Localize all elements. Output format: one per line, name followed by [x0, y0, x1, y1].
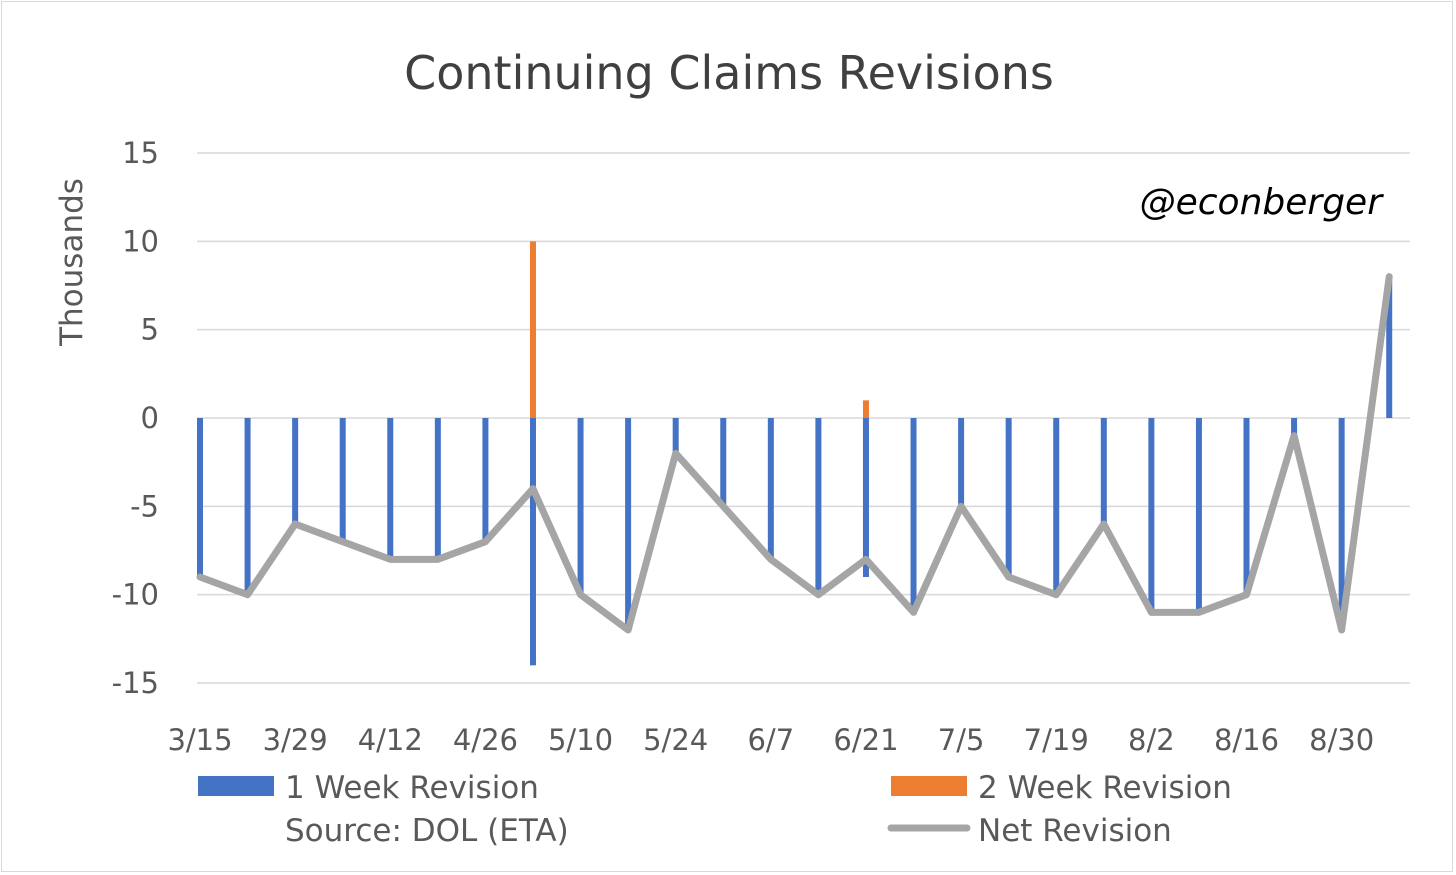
x-tick-label: 7/19: [1024, 723, 1089, 757]
series-1-week-revision: [197, 276, 1393, 666]
bar-1-week-revision: [339, 418, 346, 542]
x-tick-label: 4/12: [358, 723, 423, 757]
net-revision-point: [1008, 576, 1010, 578]
net-revision-point: [770, 558, 772, 560]
legend-swatch-2-week-revision: [891, 776, 967, 796]
net-revision-point: [817, 594, 819, 596]
y-tick-label: -15: [112, 666, 159, 700]
bar-1-week-revision: [387, 418, 394, 560]
bar-2-week-revision: [529, 241, 536, 418]
bar-1-week-revision: [767, 418, 774, 560]
bar-1-week-revision: [1291, 418, 1298, 436]
net-revision-point: [1150, 611, 1152, 613]
bar-1-week-revision: [625, 418, 632, 630]
net-revision-point: [1293, 435, 1295, 437]
net-revision-point: [294, 523, 296, 525]
bar-1-week-revision: [815, 418, 822, 595]
source-note: Source: DOL (ETA): [285, 813, 569, 849]
bar-1-week-revision: [1148, 418, 1155, 613]
legend-label-net-revision: Net Revision: [978, 813, 1172, 849]
x-tick-labels: 3/15 3/29 4/12 4/26 5/10 5/24 6/7 6/21 7/5 7/19 8/…: [167, 723, 1374, 757]
bar-1-week-revision: [910, 418, 917, 613]
gridlines: [197, 152, 1410, 684]
bar-1-week-revision: [1386, 276, 1393, 418]
x-tick-label: 8/16: [1214, 723, 1279, 757]
x-tick-label: 8/2: [1128, 723, 1175, 757]
net-revision-point: [1388, 276, 1390, 278]
net-revision-point: [722, 505, 724, 507]
net-revision-point: [913, 611, 915, 613]
net-revision-point: [199, 576, 201, 578]
x-tick-label: 7/5: [938, 723, 985, 757]
bar-2-week-revision: [862, 400, 869, 418]
chart-title: Continuing Claims Revisions: [404, 46, 1054, 100]
y-tick-label: 15: [122, 136, 159, 170]
net-revision-point: [960, 505, 962, 507]
bar-1-week-revision: [244, 418, 251, 595]
legend-swatch-1-week-revision: [198, 776, 274, 796]
watermark-handle: @econberger: [1140, 182, 1385, 223]
net-revision-point: [580, 594, 582, 596]
bar-1-week-revision: [958, 418, 965, 507]
net-revision-point: [1198, 611, 1200, 613]
legend-label-1-week-revision: 1 Week Revision: [285, 770, 539, 806]
net-revision-point: [675, 452, 677, 454]
bar-1-week-revision: [1100, 418, 1107, 524]
bar-1-week-revision: [197, 418, 203, 577]
y-tick-label: 10: [122, 224, 159, 258]
bar-1-week-revision: [1053, 418, 1060, 595]
net-revision-point: [342, 541, 344, 543]
series-net-revision: [196, 273, 1393, 634]
net-revision-point: [1341, 629, 1343, 631]
x-tick-label: 5/24: [643, 723, 708, 757]
x-tick-label: 8/30: [1309, 723, 1374, 757]
bar-1-week-revision: [720, 418, 727, 507]
y-tick-label: -5: [130, 489, 159, 523]
net-revision-point: [1055, 594, 1057, 596]
bar-1-week-revision: [434, 418, 441, 560]
y-axis-label: Thousands: [54, 178, 90, 347]
bar-1-week-revision: [292, 418, 299, 524]
x-tick-label: 3/29: [263, 723, 328, 757]
y-tick-label: 0: [141, 401, 159, 435]
bar-1-week-revision: [482, 418, 489, 542]
net-revision-point: [532, 488, 534, 490]
net-revision-point: [627, 629, 629, 631]
net-revision-point: [1103, 523, 1105, 525]
bar-1-week-revision: [1195, 418, 1202, 613]
net-revision-point: [437, 558, 439, 560]
bar-1-week-revision: [1005, 418, 1012, 577]
legend: 1 Week Revision 2 Week Revision Net Revi…: [198, 770, 1232, 849]
net-revision-point: [247, 594, 249, 596]
net-revision-point: [1246, 594, 1248, 596]
series-2-week-revision: [529, 241, 869, 418]
net-revision-line: [196, 273, 1393, 634]
net-revision-point: [484, 541, 486, 543]
net-revision-point: [865, 558, 867, 560]
x-tick-label: 6/7: [747, 723, 794, 757]
x-tick-label: 5/10: [548, 723, 613, 757]
x-tick-label: 4/26: [453, 723, 518, 757]
bar-1-week-revision: [577, 418, 584, 595]
y-tick-label: 5: [141, 313, 159, 347]
y-tick-label: -10: [112, 578, 159, 612]
legend-label-2-week-revision: 2 Week Revision: [978, 770, 1232, 806]
bar-1-week-revision: [672, 418, 679, 454]
x-tick-label: 3/15: [167, 723, 232, 757]
bar-1-week-revision: [529, 418, 536, 666]
net-revision-point: [389, 558, 391, 560]
bar-1-week-revision: [1243, 418, 1250, 595]
y-tick-labels: 15 10 5 0 -5 -10 -15: [112, 136, 159, 700]
x-tick-label: 6/21: [833, 723, 898, 757]
bar-1-week-revision: [862, 418, 869, 577]
bar-1-week-revision: [1338, 418, 1345, 630]
